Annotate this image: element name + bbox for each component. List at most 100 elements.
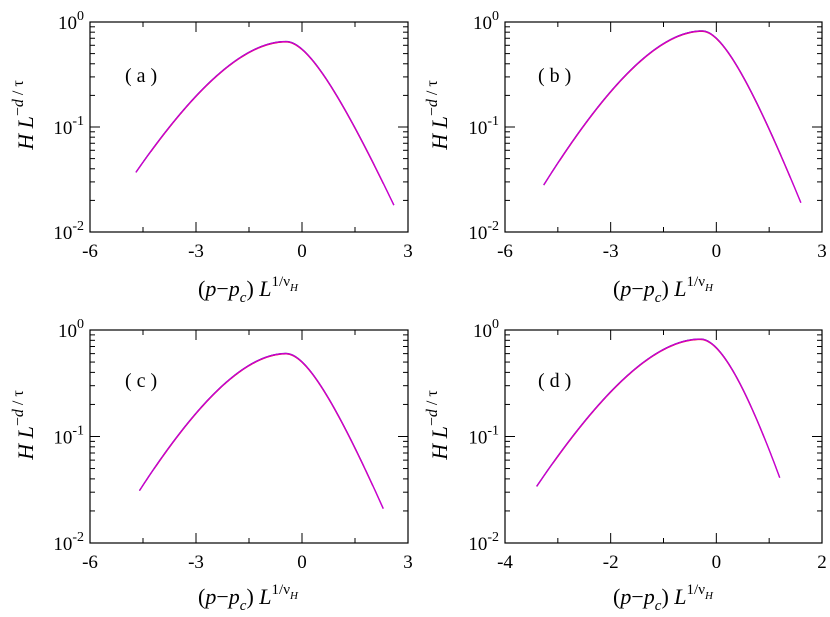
y-tick-exponent: -1 bbox=[72, 424, 84, 439]
ylabel-part: d bbox=[10, 98, 27, 107]
y-tick-base: 10 bbox=[58, 321, 77, 342]
series-line-4 bbox=[135, 40, 395, 206]
panel-label: ( c ) bbox=[125, 370, 157, 392]
x-axis-label: (p−pc) L1/νH bbox=[198, 582, 299, 614]
xlabel-part: 1/ bbox=[272, 274, 285, 290]
series-line-3 bbox=[552, 338, 765, 464]
series-line-3 bbox=[150, 41, 384, 184]
ylabel-part: / bbox=[424, 87, 441, 99]
y-tick-exponent: -2 bbox=[72, 219, 84, 234]
ylabel-part: / bbox=[10, 87, 27, 99]
x-tick-label: 3 bbox=[817, 241, 827, 262]
ylabel-part: − bbox=[424, 107, 441, 116]
xlabel-part: ( bbox=[613, 276, 620, 301]
x-tick-label: 2 bbox=[817, 552, 827, 573]
xlabel-part: ) bbox=[246, 276, 259, 301]
xlabel-part: − bbox=[216, 276, 228, 301]
series-line-5 bbox=[536, 338, 781, 487]
panel-label: ( a ) bbox=[125, 65, 157, 87]
y-tick-label: 10-1 bbox=[53, 114, 84, 139]
xlabel-part: H bbox=[704, 282, 714, 294]
x-axis-label: (p−pc) L1/νH bbox=[613, 582, 714, 614]
y-tick-base: 10 bbox=[58, 13, 77, 34]
xlabel-part: p bbox=[203, 276, 216, 301]
ylabel-part: τ bbox=[424, 390, 441, 397]
y-tick-label: 10-2 bbox=[53, 530, 84, 555]
ylabel-part: H bbox=[427, 443, 452, 461]
xlabel-part: H bbox=[704, 590, 714, 602]
ylabel-part: − bbox=[10, 417, 27, 426]
plot-frame bbox=[89, 21, 409, 233]
series-line-1 bbox=[135, 41, 368, 173]
xlabel-part: H bbox=[289, 590, 299, 602]
x-tick-label: -3 bbox=[188, 552, 204, 573]
series-line-4 bbox=[536, 338, 781, 487]
ylabel-part: H bbox=[13, 443, 38, 461]
x-tick-label: -6 bbox=[497, 241, 513, 262]
y-tick-exponent: -1 bbox=[72, 114, 84, 129]
series-line-2 bbox=[142, 40, 375, 166]
series-line-4 bbox=[543, 30, 802, 203]
xlabel-part: ν bbox=[283, 274, 290, 290]
ylabel-part: τ bbox=[10, 80, 27, 87]
x-tick-label: 0 bbox=[297, 552, 307, 573]
y-tick-label: 10-1 bbox=[468, 424, 499, 449]
y-tick-label: 100 bbox=[58, 317, 84, 342]
y-tick-label: 10-2 bbox=[468, 219, 499, 244]
y-tick-label: 100 bbox=[473, 9, 499, 34]
x-axis-label: (p−pc) L1/νH bbox=[198, 274, 299, 306]
xlabel-part: ( bbox=[198, 584, 205, 609]
y-tick-label: 100 bbox=[58, 9, 84, 34]
ylabel-part: / bbox=[10, 397, 27, 409]
series-line-1 bbox=[536, 338, 741, 487]
y-tick-base: 10 bbox=[468, 118, 487, 139]
y-tick-label: 100 bbox=[473, 317, 499, 342]
x-tick-label: -6 bbox=[82, 241, 98, 262]
series-line-1 bbox=[139, 353, 358, 491]
ylabel-part: τ bbox=[10, 390, 27, 397]
xlabel-part: − bbox=[216, 584, 228, 609]
ylabel-part: L bbox=[427, 116, 452, 129]
xlabel-part: ) bbox=[661, 584, 674, 609]
ylabel-part: H bbox=[13, 133, 38, 151]
y-tick-base: 10 bbox=[53, 118, 72, 139]
xlabel-part: − bbox=[631, 276, 643, 301]
y-tick-label: 10-1 bbox=[53, 424, 84, 449]
xlabel-part: L bbox=[673, 276, 686, 301]
ylabel-part: d bbox=[10, 408, 27, 417]
series-line-5 bbox=[138, 352, 384, 509]
xlabel-part: ν bbox=[698, 582, 705, 598]
xlabel-part: ν bbox=[698, 274, 705, 290]
y-tick-exponent: 0 bbox=[77, 9, 84, 24]
y-tick-base: 10 bbox=[468, 534, 487, 555]
xlabel-part: ) bbox=[661, 276, 674, 301]
y-tick-label: 10-2 bbox=[53, 219, 84, 244]
panel-label: ( d ) bbox=[538, 370, 571, 392]
ylabel-part: d bbox=[424, 98, 441, 107]
xlabel-part: p bbox=[618, 584, 631, 609]
xlabel-part: c bbox=[240, 290, 247, 306]
xlabel-part: 1/ bbox=[272, 582, 285, 598]
y-tick-base: 10 bbox=[473, 13, 492, 34]
xlabel-part: ( bbox=[613, 584, 620, 609]
y-tick-exponent: -1 bbox=[487, 114, 499, 129]
plot-frame bbox=[504, 329, 823, 544]
xlabel-part: p bbox=[227, 584, 240, 609]
panel-label: ( b ) bbox=[538, 65, 571, 87]
xlabel-part: L bbox=[258, 584, 271, 609]
x-tick-label: -6 bbox=[82, 552, 98, 573]
series-line-3 bbox=[559, 30, 791, 179]
ylabel-part: L bbox=[13, 426, 38, 439]
ylabel-part: τ bbox=[424, 80, 441, 87]
xlabel-part: 1/ bbox=[687, 274, 700, 290]
xlabel-part: 1/ bbox=[687, 582, 700, 598]
plot-frame bbox=[89, 329, 409, 544]
ylabel-part: L bbox=[427, 426, 452, 439]
plot-frame bbox=[504, 21, 823, 233]
y-tick-exponent: 0 bbox=[492, 9, 499, 24]
xlabel-part: p bbox=[642, 276, 655, 301]
